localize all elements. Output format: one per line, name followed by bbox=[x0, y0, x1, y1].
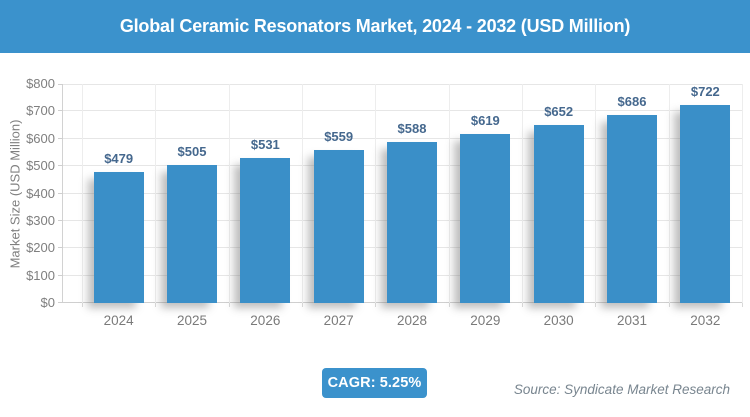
bar-2026 bbox=[240, 158, 291, 303]
x-gridline bbox=[155, 84, 157, 303]
x-tick bbox=[448, 303, 450, 307]
x-tick-label: 2031 bbox=[616, 313, 648, 328]
y-tick-label: $300 bbox=[26, 212, 55, 228]
x-tick-label: 2024 bbox=[103, 313, 134, 328]
x-gridline bbox=[302, 84, 303, 303]
y-tick-label: $200 bbox=[26, 240, 55, 256]
x-gridline bbox=[595, 84, 597, 303]
x-gridline bbox=[375, 84, 377, 303]
bar-value-label: $652 bbox=[544, 104, 574, 119]
x-tick-label: 2025 bbox=[176, 313, 208, 328]
chart-title-bar: Global Ceramic Resonators Market, 2024 -… bbox=[0, 0, 750, 53]
y-tick-label: $800 bbox=[26, 76, 55, 91]
chart-title: Global Ceramic Resonators Market, 2024 -… bbox=[119, 16, 631, 36]
cagr-badge: CAGR: 5.25% bbox=[322, 368, 427, 398]
x-tick bbox=[375, 303, 377, 307]
x-tick-label: 2027 bbox=[323, 313, 354, 328]
y-tick-label: $100 bbox=[26, 267, 55, 283]
bar-value-label: $722 bbox=[690, 84, 720, 99]
y-tick bbox=[58, 192, 63, 194]
x-gridline bbox=[448, 84, 450, 303]
bar-2031 bbox=[607, 115, 657, 303]
x-tick bbox=[82, 303, 83, 307]
x-tick-label: 2026 bbox=[250, 313, 281, 328]
bar-2028 bbox=[387, 142, 437, 303]
bar-2032 bbox=[680, 105, 731, 303]
x-tick bbox=[302, 303, 303, 307]
y-gridline bbox=[63, 110, 743, 112]
x-tick bbox=[228, 303, 230, 307]
x-tick-label: 2028 bbox=[396, 313, 428, 328]
y-gridline bbox=[63, 137, 743, 139]
x-tick bbox=[742, 303, 743, 307]
bar-value-label: $479 bbox=[104, 151, 134, 166]
x-tick-label: 2032 bbox=[690, 313, 721, 328]
bar-value-label: $588 bbox=[397, 121, 427, 136]
y-tick-label: $400 bbox=[26, 185, 55, 201]
x-gridline bbox=[522, 84, 523, 303]
x-gridline bbox=[742, 84, 743, 303]
bar-value-label: $559 bbox=[324, 129, 354, 144]
bar-2024 bbox=[93, 172, 144, 303]
x-tick bbox=[522, 303, 523, 307]
y-tick bbox=[58, 274, 63, 276]
y-tick bbox=[58, 219, 63, 221]
x-tick bbox=[595, 303, 597, 307]
y-tick bbox=[58, 247, 63, 249]
bar-2027 bbox=[313, 150, 364, 303]
bar-2030 bbox=[533, 125, 584, 303]
y-tick bbox=[58, 84, 63, 85]
bar-2029 bbox=[460, 134, 511, 303]
bar-value-label: $531 bbox=[250, 137, 280, 152]
y-tick bbox=[58, 302, 63, 303]
source-attribution: Source: Syndicate Market Research bbox=[513, 382, 730, 397]
bar-2025 bbox=[167, 165, 217, 303]
x-gridline bbox=[668, 84, 670, 303]
bar-value-label: $686 bbox=[617, 94, 647, 109]
y-tick-label: $700 bbox=[26, 103, 55, 119]
x-gridline bbox=[82, 84, 83, 303]
x-tick-label: 2029 bbox=[470, 313, 501, 328]
y-tick-label: $0 bbox=[40, 295, 55, 310]
x-tick-label: 2030 bbox=[543, 313, 574, 328]
y-tick bbox=[58, 137, 63, 139]
y-tick bbox=[58, 165, 63, 167]
y-tick-label: $600 bbox=[26, 130, 55, 146]
plot-area: $0 $100 $200 $300 $400 $500 $600 $700 $800 $479 20… bbox=[26, 76, 743, 328]
y-tick bbox=[58, 110, 63, 112]
y-gridline bbox=[63, 84, 743, 85]
x-tick bbox=[155, 303, 157, 307]
x-tick bbox=[668, 303, 670, 307]
cagr-badge-label: CAGR: 5.25% bbox=[327, 375, 422, 391]
bar-value-label: $619 bbox=[470, 113, 500, 128]
y-tick-label: $500 bbox=[26, 158, 55, 174]
x-gridline bbox=[228, 84, 230, 303]
bar-value-label: $505 bbox=[177, 144, 207, 159]
